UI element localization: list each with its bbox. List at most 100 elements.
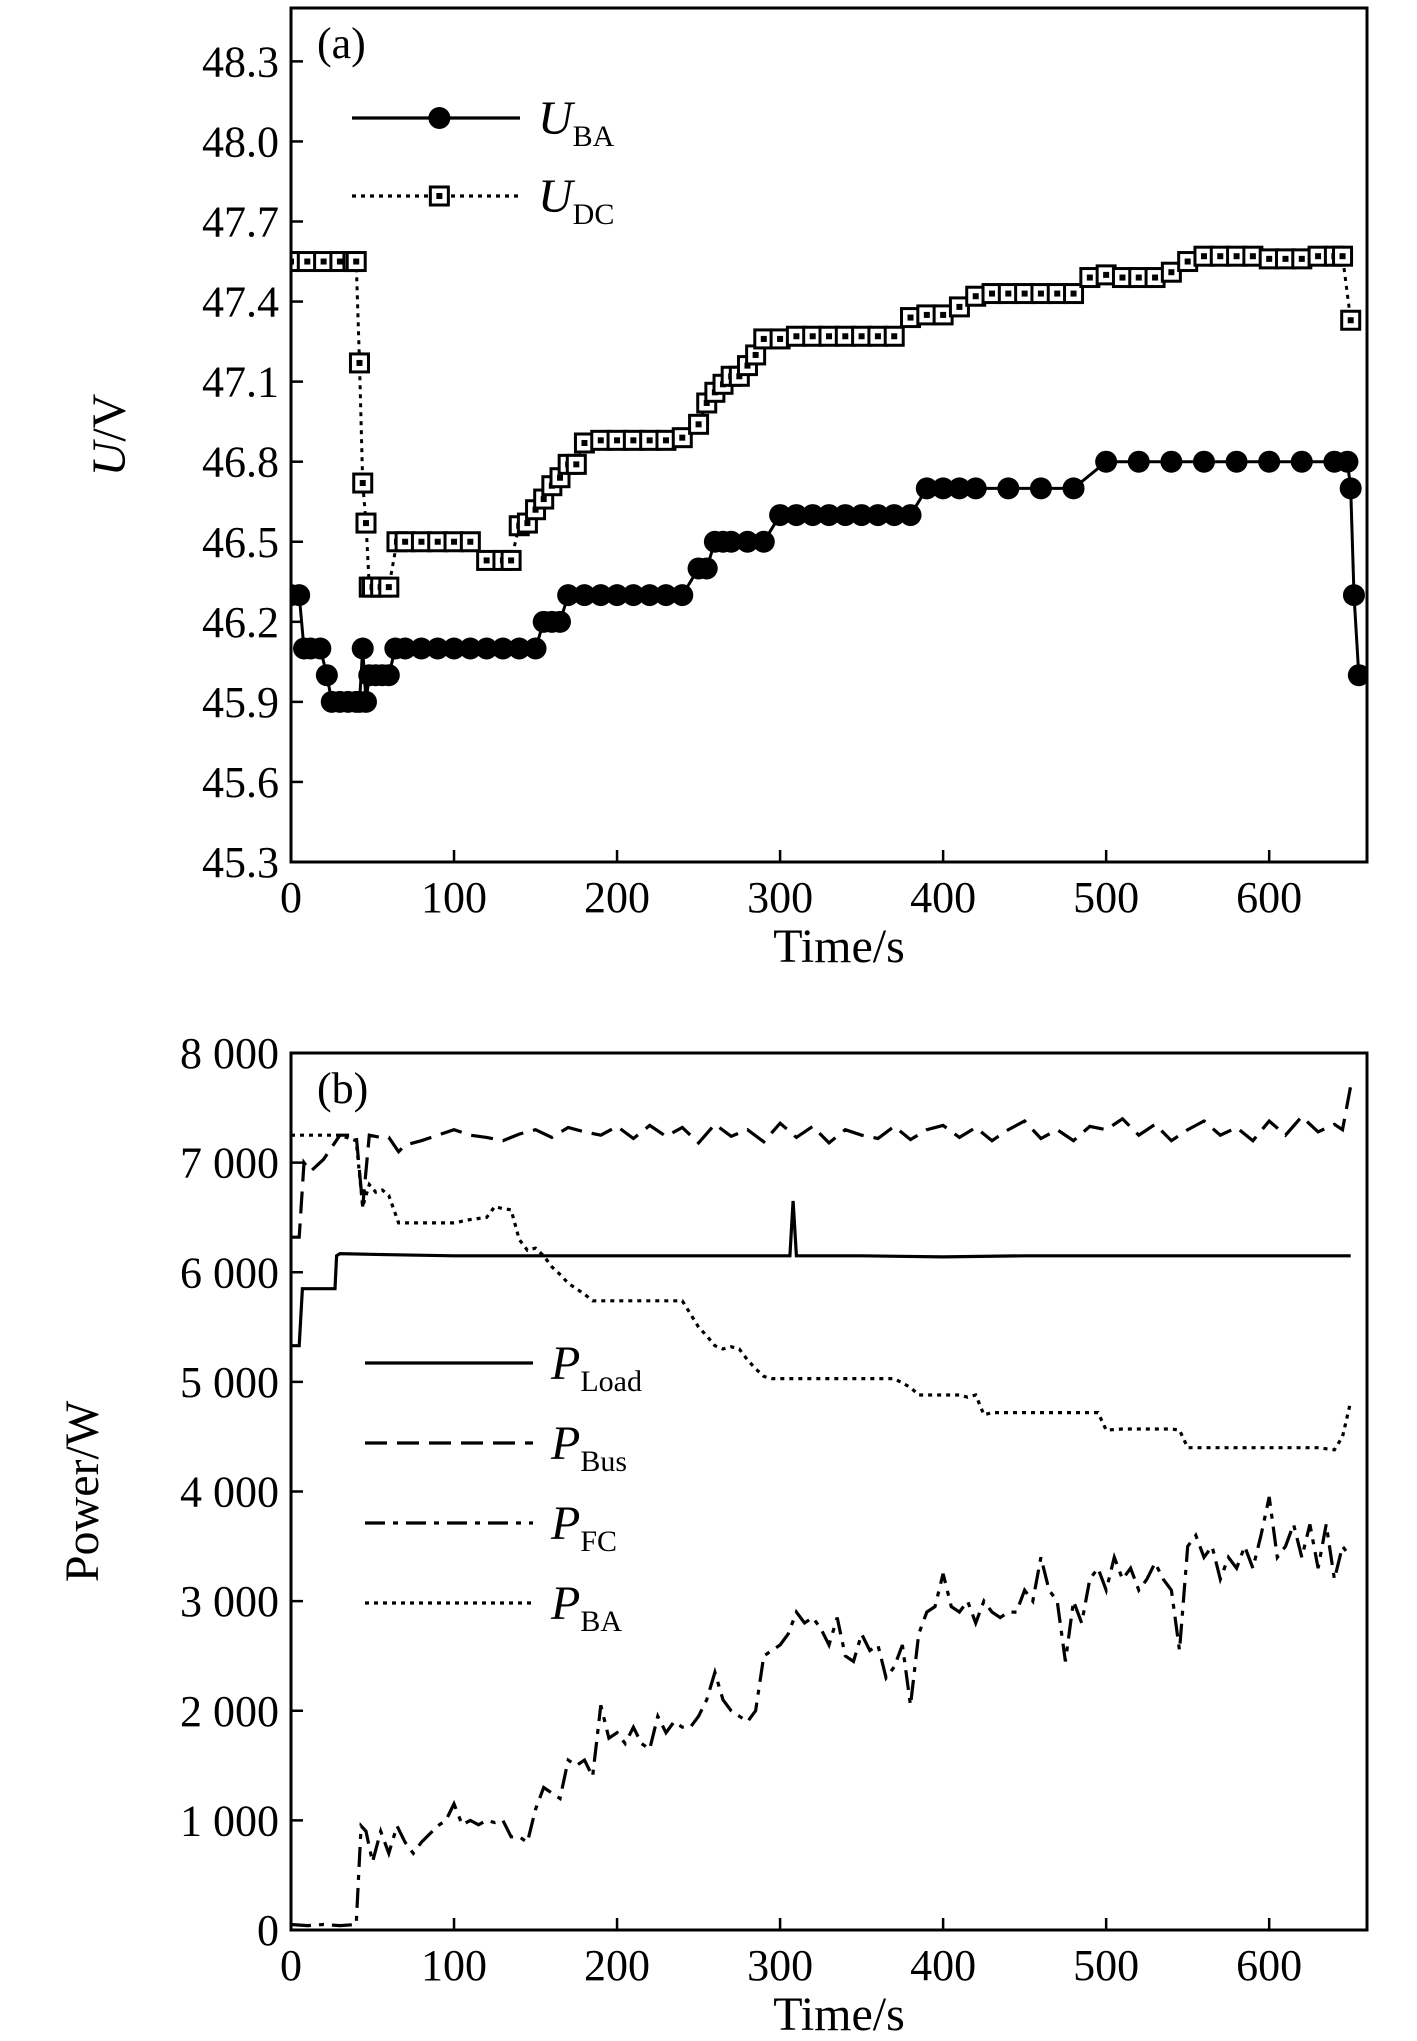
data-point-center [1103,271,1110,278]
data-point [315,664,338,687]
data-point-center [907,314,914,321]
data-point-center [359,480,366,487]
legend-label: UBA [538,92,615,153]
legend-item-fc: PFC [365,1497,617,1558]
panel-a-ticks: 0 100 200 300 400 500 600 45.3 45.6 45.9 46.2 46.5 4… [202,37,1302,922]
data-point [557,584,580,607]
data-point-center [557,474,563,481]
y-tick-label: 45.9 [202,678,279,727]
legend-label-symbol: U [538,170,576,223]
data-point-center [679,434,686,441]
x-tick-label: 600 [1236,873,1302,922]
data-point-center [451,538,458,545]
data-point-center [777,335,784,342]
y-tick-label: 46.8 [202,438,279,487]
series-p-bus [291,1085,1353,1239]
data-point [1225,450,1248,473]
data-point-center [1233,253,1240,260]
data-point-center [1168,269,1175,276]
data-point-center [353,258,360,265]
data-point [866,504,889,527]
x-tick-label: 300 [747,873,813,922]
data-point-center [809,333,816,340]
data-point-center [402,538,409,545]
legend-label: PBA [550,1577,622,1638]
data-point [410,637,433,660]
data-point [1336,450,1359,473]
series-line [291,1200,1351,1348]
power-series-group [291,1085,1353,1928]
data-point-center [434,538,441,545]
x-tick-label: 300 [747,1941,813,1990]
data-point-center [1184,258,1191,265]
series-p-ba [291,1133,1353,1452]
y-tick-label: 4 000 [180,1468,279,1517]
data-point-center [385,584,392,591]
data-point-center [874,333,881,340]
x-tick-label: 0 [280,873,302,922]
y-tick-label: 8 000 [180,1029,279,1078]
data-point-center [793,333,800,340]
legend-label-subscript: Load [580,1365,642,1398]
legend-label-subscript: BA [580,1605,622,1638]
data-point [351,637,374,660]
data-point [291,584,311,607]
data-point [1160,450,1183,473]
legend-label-symbol: P [550,1497,580,1550]
data-point [932,477,955,500]
data-point [524,637,547,660]
x-tick-label: 200 [584,873,650,922]
data-point-center [362,520,369,527]
data-point-center [418,538,425,545]
data-point [475,637,498,660]
data-point-center [1347,317,1354,324]
data-point [1342,584,1365,607]
legend-label-symbol: U [538,92,576,145]
data-point-center [972,293,979,300]
data-point [801,504,824,527]
data-point-center [646,437,653,444]
data-point [443,637,466,660]
data-point [883,504,906,527]
series-line [291,1133,1353,1452]
data-point [1258,450,1281,473]
data-point-center [744,362,751,369]
panel-b-ticks: 0 100 200 300 400 500 600 0 1 000 2 000 3 000 4 000… [180,1029,1302,1990]
x-tick-label: 100 [421,1941,487,1990]
legend-label-subscript: DC [573,198,615,231]
data-point-center [356,359,363,366]
data-point [850,504,873,527]
y-tick-label: 47.1 [202,358,279,407]
data-point [606,584,629,607]
data-point-center [597,437,604,444]
data-point [622,584,645,607]
data-point-center [1054,290,1061,297]
data-point-center [956,303,963,310]
data-point [654,584,677,607]
y-tick-label: 0 [257,1906,279,1955]
y-tick-label: 7 000 [180,1139,279,1188]
data-point [638,584,661,607]
data-point-center [614,437,621,444]
data-point [309,637,332,660]
x-tick-label: 500 [1073,1941,1139,1990]
data-point [354,690,377,713]
data-point [671,584,694,607]
data-point-center [1021,290,1028,297]
data-point [573,584,596,607]
data-point [549,610,571,633]
legend-label: PBus [550,1417,627,1478]
x-tick-label: 400 [910,1941,976,1990]
data-point-center [540,496,547,503]
data-point [491,637,514,660]
panel-b-x-axis-title: Time/s [773,1988,905,2041]
data-point [1127,450,1150,473]
legend-label: PLoad [550,1337,642,1398]
panel-a-y-axis-title-unit: /V [83,393,136,441]
panel-a-y-axis-title-symbol: U [83,438,136,476]
data-point-center [752,351,759,358]
data-point-center [1217,253,1224,260]
